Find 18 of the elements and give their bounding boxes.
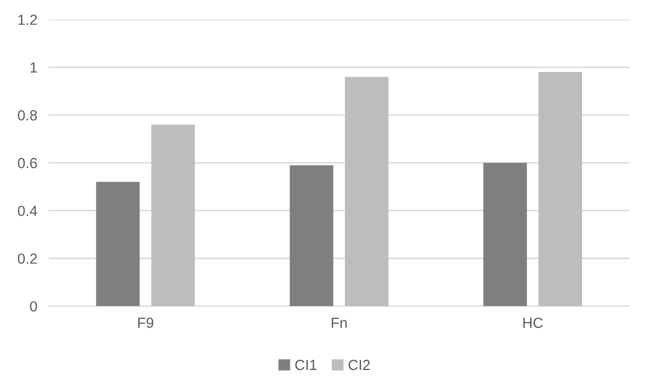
x-tick-label: Fn (332, 318, 347, 328)
legend-label: CI1 (295, 360, 316, 370)
y-tick-label: 0.8 (18, 110, 37, 120)
y-tick-label: 1.2 (18, 14, 37, 25)
bar (151, 124, 195, 306)
legend-label: CI2 (348, 360, 370, 370)
x-tick-label: F9 (138, 318, 154, 328)
y-tick-label: 0.6 (18, 158, 37, 168)
y-tick-label: 1 (30, 62, 37, 73)
y-tick-label: 0.2 (18, 253, 37, 264)
bar (538, 72, 582, 306)
bar (344, 76, 388, 306)
bar (290, 165, 334, 306)
bar (483, 162, 527, 306)
y-tick-label: 0.4 (18, 206, 38, 216)
y-tick-label: 0 (30, 301, 37, 312)
bar (96, 182, 140, 306)
x-tick-label: HC (523, 318, 543, 328)
